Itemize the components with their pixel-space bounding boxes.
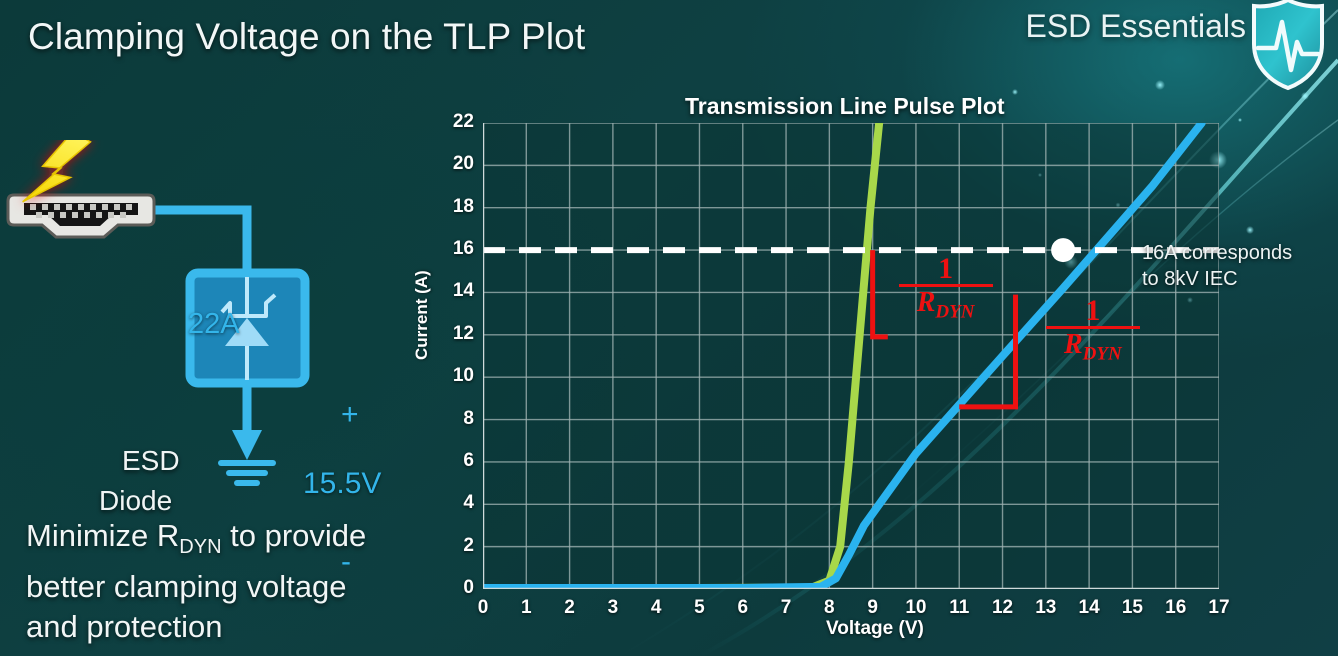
polarity-plus-label: + (341, 398, 359, 431)
x-tick-label: 16 (1165, 597, 1187, 618)
y-tick-label: 8 (463, 407, 474, 429)
device-label-esd: ESD (122, 445, 180, 476)
x-tick-label: 12 (991, 597, 1014, 618)
polarity-minus-label: - (341, 545, 351, 578)
threshold-note: 16A corresponds to 8kV IEC (1142, 240, 1338, 292)
x-tick-label: 0 (477, 597, 489, 618)
x-tick-label: 6 (737, 597, 749, 618)
rdyn-low-denominator: RDYN (899, 286, 993, 328)
ground-icon (218, 460, 276, 486)
lightning-bolt-icon (22, 130, 92, 203)
x-tick-label: 9 (867, 597, 878, 618)
rdyn-low-fraction: 1 RDYN (898, 251, 993, 328)
brand-title: ESD Essentials (1025, 8, 1246, 44)
caption-line1-pre: Minimize R (26, 518, 180, 553)
x-tick-label: 17 (1208, 597, 1230, 618)
voltage-label: 15.5V (303, 467, 382, 500)
chart-xlabel: Voltage (V) (826, 618, 924, 639)
chart-title: Transmission Line Pulse Plot (685, 93, 1005, 119)
caption-line1-sub: DYN (179, 536, 222, 559)
caption-line-1: Minimize RDYN to provide (26, 516, 446, 567)
y-tick-label: 4 (463, 492, 474, 514)
y-tick-label: 12 (452, 322, 474, 344)
ground-arrow (232, 430, 262, 460)
caption-text: Minimize RDYN to provide better clamping… (26, 516, 446, 647)
rdyn-low-den-main: R (916, 286, 936, 318)
x-tick-label: 3 (607, 597, 619, 618)
current-label: 22A (188, 308, 240, 340)
x-tick-label: 5 (694, 597, 705, 618)
page-title: Clamping Voltage on the TLP Plot (28, 16, 586, 57)
wire-path (152, 205, 252, 435)
rdyn-low-numerator: 1 (938, 251, 954, 285)
x-tick-label: 4 (650, 597, 662, 618)
x-tick-label: 8 (824, 597, 835, 618)
tlp-chart: Transmission Line Pulse Plot Current (A)… (412, 90, 1338, 656)
y-tick-label: 20 (452, 153, 474, 175)
rdyn-high-den-main: R (1063, 329, 1083, 361)
y-tick-label: 10 (452, 365, 474, 387)
rdyn-high-fraction: 1 RDYN (1045, 294, 1140, 370)
y-tick-label: 0 (463, 577, 474, 598)
y-tick-label: 6 (463, 449, 474, 471)
x-tick-label: 10 (905, 597, 927, 618)
rdyn-high-den-sub: DYN (1082, 343, 1122, 365)
y-tick-label: 16 (452, 238, 474, 260)
threshold-marker-point[interactable] (1051, 238, 1076, 263)
rdyn-high-numerator: 1 (1085, 294, 1101, 328)
hdmi-connector-icon (6, 193, 156, 239)
caption-line-2: better clamping voltage (26, 569, 347, 605)
x-tick-label: 7 (780, 597, 792, 618)
circuit-diagram: 22A 15.5V + - ESD Diode (0, 130, 420, 578)
y-tick-label: 18 (452, 195, 474, 217)
shield-pulse-icon (1252, 0, 1324, 91)
tvs-diode-icon (220, 277, 277, 380)
x-tick-label: 11 (949, 597, 970, 618)
threshold-note-line-1: 16A corresponds (1142, 242, 1293, 264)
chart-ylabel: Current (A) (412, 270, 431, 360)
x-tick-label: 1 (520, 597, 532, 618)
y-tick-label: 2 (463, 534, 474, 556)
fraction-bar (1045, 326, 1140, 330)
series-line (483, 123, 1206, 589)
x-tick-label: 13 (1035, 597, 1057, 618)
rdyn-high-bracket (959, 294, 1019, 410)
device-label-diode: Diode (99, 485, 173, 516)
rdyn-low-den-sub: DYN (935, 301, 975, 323)
caption-line1-post: to provide (221, 518, 367, 553)
x-tick-label: 2 (564, 597, 575, 618)
y-tick-label: 14 (452, 280, 474, 302)
plot-area (483, 123, 1219, 589)
rdyn-high-denominator: RDYN (1046, 330, 1140, 370)
x-tick-label: 14 (1078, 597, 1100, 618)
fraction-bar (898, 283, 993, 287)
x-tick-label: 15 (1121, 597, 1143, 618)
rdyn-low-bracket (870, 250, 888, 340)
threshold-note-line-2: to 8kV IEC (1142, 268, 1238, 290)
caption-line-3: and protection (26, 609, 223, 645)
y-tick-label: 22 (452, 111, 474, 132)
